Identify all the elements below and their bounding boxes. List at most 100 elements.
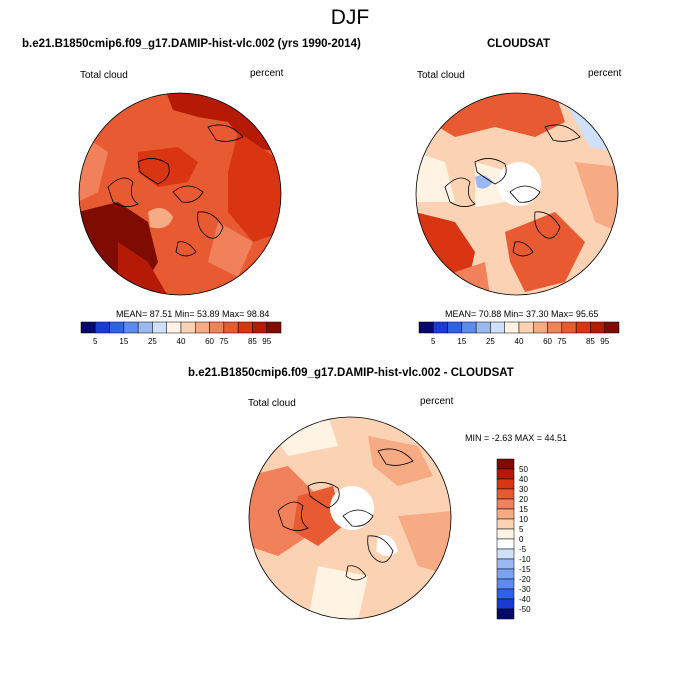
panel2-title: CLOUDSAT bbox=[487, 38, 551, 50]
panel2-units-label: percent bbox=[588, 68, 622, 79]
panel2-colorbar-tick-label: 95 bbox=[600, 337, 609, 346]
panel2-variable-label: Total cloud bbox=[417, 70, 465, 81]
panel1-units-label: percent bbox=[250, 68, 284, 79]
panel3-colorbar-swatch bbox=[496, 478, 515, 490]
panel2-colorbar-tick-label: 5 bbox=[431, 337, 436, 346]
panel2-colorbar-swatch bbox=[590, 321, 605, 334]
panel3-colorbar-swatch bbox=[496, 538, 515, 550]
panel2-colorbar-swatch bbox=[575, 321, 591, 334]
panel3-colorbar-swatch bbox=[496, 528, 515, 540]
panel2-colorbar: 5 15 25 40 60 75 85 95 bbox=[418, 321, 620, 346]
panel1-colorbar-tick-label: 15 bbox=[119, 337, 128, 346]
panel2-colorbar-swatch bbox=[547, 321, 563, 334]
panel3-coastlines bbox=[277, 448, 414, 581]
panel3-colorbar-tick-label: 10 bbox=[519, 515, 528, 524]
panel1-title: b.e21.B1850cmip6.f09_g17.DAMIP-hist-vlc.… bbox=[22, 38, 361, 50]
panel3-colorbar-tick-label: -15 bbox=[519, 565, 531, 574]
panel1-colorbar-tick-label: 95 bbox=[262, 337, 271, 346]
panel3-field-top-right bbox=[368, 436, 433, 486]
panel1-colorbar-swatch bbox=[266, 321, 282, 334]
panel3-stats: MIN = -2.63 MAX = 44.51 bbox=[465, 433, 568, 443]
panel3-colorbar-tick-label: -40 bbox=[519, 595, 531, 604]
panel1-polar-map bbox=[78, 92, 282, 296]
panel3-colorbar-tick-label: -20 bbox=[519, 575, 531, 584]
panel1-colorbar-swatch bbox=[137, 321, 153, 334]
panel2-polar-map bbox=[415, 92, 619, 296]
figure-title: DJF bbox=[330, 6, 370, 29]
panel2-colorbar-swatch bbox=[518, 321, 534, 334]
panel1-variable-label: Total cloud bbox=[80, 70, 128, 81]
panel2-field-bottom bbox=[505, 212, 585, 292]
panel3-title: b.e21.B1850cmip6.f09_g17.DAMIP-hist-vlc.… bbox=[188, 367, 514, 379]
panel2-field-blue-patch bbox=[475, 175, 493, 189]
panel1-map-border bbox=[78, 92, 282, 296]
panel2-map-border bbox=[415, 92, 619, 296]
panel1-colorbar-tick-label: 25 bbox=[148, 337, 157, 346]
panel3-colorbar-tick-label: -5 bbox=[519, 545, 527, 554]
panel2-colorbar-swatch bbox=[447, 321, 463, 334]
panel3-colorbar-swatch bbox=[496, 568, 515, 580]
panel2-colorbar-tick-label: 85 bbox=[586, 337, 595, 346]
panel2-colorbar-tick-label: 75 bbox=[557, 337, 566, 346]
panel2-colorbar-swatch bbox=[533, 321, 548, 334]
panel2-colorbar-swatch bbox=[504, 321, 520, 334]
panel1-colorbar-swatch bbox=[95, 321, 110, 334]
panel2-colorbar-swatch bbox=[461, 321, 477, 334]
panel2-colorbar-swatch bbox=[490, 321, 505, 334]
panel3-field-center-left bbox=[293, 486, 343, 546]
panel3-colorbar-swatch bbox=[496, 558, 515, 570]
panel3-colorbar-swatch bbox=[496, 578, 515, 590]
panel1-colorbar-swatch bbox=[123, 321, 139, 334]
panel3-colorbar-tick-label: -10 bbox=[519, 555, 531, 564]
panel2-colorbar-swatch bbox=[604, 321, 620, 334]
panel1-colorbar-swatch bbox=[195, 321, 210, 334]
panel1-colorbar-tick-label: 60 bbox=[205, 337, 214, 346]
panel3-colorbar-tick-label: 50 bbox=[519, 465, 528, 474]
panel1-colorbar-swatch bbox=[80, 321, 96, 334]
panel3-colorbar-swatch bbox=[496, 548, 515, 560]
panel3-colorbar-swatch bbox=[496, 468, 515, 480]
panel2-colorbar-swatch bbox=[561, 321, 577, 334]
panel2-field-right bbox=[575, 162, 618, 232]
panel3-colorbar-swatch bbox=[496, 518, 515, 530]
panel3-field-right bbox=[398, 511, 451, 576]
panel3-polar-map bbox=[248, 416, 452, 620]
panel3-missing-pole bbox=[330, 486, 374, 530]
panel2-colorbar-tick-label: 40 bbox=[515, 337, 524, 346]
panel3-colorbar-tick-label: 0 bbox=[519, 535, 524, 544]
panel1-field-low-greenland bbox=[148, 208, 173, 229]
panel2-missing-pole bbox=[497, 162, 541, 206]
panel2-stats: MEAN= 70.88 Min= 37.30 Max= 95.65 bbox=[445, 309, 599, 319]
panel2-coastlines bbox=[444, 124, 581, 257]
panel3-colorbar-tick-label: 20 bbox=[519, 495, 528, 504]
panel1-colorbar-swatch bbox=[252, 321, 267, 334]
panel2-field-light-left bbox=[416, 152, 455, 202]
panel1-colorbar-swatch bbox=[152, 321, 167, 334]
panel3-colorbar-swatch bbox=[496, 498, 515, 510]
panel1-colorbar-swatch bbox=[180, 321, 196, 334]
panel3-units-label: percent bbox=[420, 396, 454, 407]
panel3-colorbar-tick-label: 30 bbox=[519, 485, 528, 494]
panel2-colorbar-swatch bbox=[418, 321, 434, 334]
panel1-field-center bbox=[138, 147, 198, 187]
panel3-colorbar-swatch bbox=[496, 598, 515, 610]
panel3-colorbar-swatch bbox=[496, 488, 515, 500]
panel3-colorbar-swatch bbox=[496, 508, 515, 520]
panel1-field-mid-bottom bbox=[208, 222, 253, 277]
panel3-colorbar-tick-label: 15 bbox=[519, 505, 528, 514]
panel1-colorbar-swatch bbox=[223, 321, 239, 334]
panel1-colorbar-swatch bbox=[109, 321, 125, 334]
panel1-colorbar-tick-label: 40 bbox=[177, 337, 186, 346]
panel3-colorbar-tick-label: 40 bbox=[519, 475, 528, 484]
panel3-colorbar-swatch bbox=[496, 608, 515, 620]
panel1-colorbar-tick-label: 5 bbox=[93, 337, 98, 346]
panel1-coastlines bbox=[107, 124, 244, 257]
panel3-colorbar-swatch bbox=[496, 588, 515, 600]
panel2-colorbar-tick-label: 60 bbox=[543, 337, 552, 346]
panel2-colorbar-swatch bbox=[475, 321, 491, 334]
panel3-colorbar-tick-label: -30 bbox=[519, 585, 531, 594]
panel3-colorbar-swatch bbox=[496, 458, 515, 470]
panel1-colorbar-swatch bbox=[209, 321, 225, 334]
panel2-colorbar-swatch bbox=[433, 321, 448, 334]
